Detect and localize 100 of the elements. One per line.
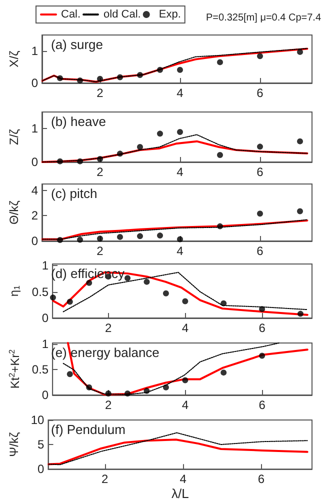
y-tick-label: 0 [31, 76, 38, 90]
legend-label: Exp. [158, 8, 181, 20]
point [117, 234, 123, 240]
point [66, 371, 73, 378]
x-tick-label: 6 [258, 472, 265, 486]
x-tick-label: 6 [256, 86, 264, 100]
point [77, 77, 83, 84]
x-tick-label: 6 [258, 398, 266, 412]
point [297, 138, 303, 144]
point [217, 223, 223, 230]
text: P=0.325[m] μ=0.4 Cp=7.4 [206, 12, 322, 24]
x-tick-label: 4 [176, 86, 184, 100]
point [124, 390, 131, 396]
point [177, 129, 183, 135]
x-tick-label: 6 [256, 244, 264, 258]
point [137, 233, 143, 240]
point [117, 74, 123, 80]
point [57, 236, 63, 243]
line-series [66, 342, 308, 396]
point [220, 300, 227, 306]
y-axis-title: Θ/kζ [7, 200, 21, 224]
annotation: (c) pitch [51, 186, 98, 201]
point [259, 306, 266, 312]
point [157, 66, 163, 73]
point [162, 384, 169, 390]
point [124, 275, 131, 282]
y-axis-title: Z/ζ [7, 128, 21, 145]
y-tick-label: 0 [38, 462, 45, 476]
y-tick-label: 0 [42, 388, 49, 402]
point [259, 352, 266, 359]
point [157, 130, 163, 137]
point [86, 384, 92, 390]
point [97, 76, 103, 82]
point [257, 53, 263, 60]
x-tick-label: 4 [182, 398, 189, 412]
point [97, 156, 103, 162]
x-tick-label: 4 [182, 321, 189, 335]
x-tick-label: 2 [96, 86, 104, 100]
x-tick-label: 2 [104, 321, 112, 335]
y-tick-label: 1 [42, 258, 49, 273]
point [220, 370, 227, 376]
point [162, 290, 169, 296]
y-tick-label: 0.5 [32, 284, 49, 299]
line-series [41, 140, 308, 163]
point [257, 210, 263, 217]
point [137, 72, 143, 78]
point [217, 152, 223, 158]
y-tick-label: 1 [31, 44, 38, 58]
legend-label: old Cal. [104, 8, 141, 20]
y-tick-label: 0 [31, 155, 38, 169]
point [77, 236, 83, 243]
point [297, 310, 304, 317]
point [57, 158, 63, 164]
point [257, 144, 263, 150]
point [157, 232, 163, 239]
point [66, 298, 73, 305]
point [297, 48, 303, 55]
y-axis-title: Kt2+Kr2 [8, 348, 22, 389]
point [57, 75, 63, 82]
y-tick-label: 10 [30, 413, 45, 427]
point [177, 66, 183, 73]
point [105, 390, 112, 396]
annotation: (a) surge [51, 37, 104, 52]
point [144, 388, 150, 394]
x-tick-label: 2 [96, 165, 104, 179]
point [117, 150, 123, 157]
point [217, 59, 223, 66]
point [297, 208, 303, 214]
x-tick-label: 4 [176, 244, 184, 258]
y-axis-title: X/ζ [7, 50, 21, 68]
point [144, 278, 150, 285]
annotation: (f) Pendulum [51, 422, 126, 437]
y-tick-label: 0 [42, 311, 49, 325]
y-tick-label: 0 [31, 234, 38, 248]
x-tick-label: 2 [102, 472, 109, 486]
point [137, 144, 143, 150]
point [182, 298, 188, 304]
y-axis-title: Ψ/kζ [7, 432, 21, 457]
x-tick-label: 4 [176, 165, 184, 179]
y-tick-label: 1 [42, 337, 49, 352]
y-axis-title: η1 [7, 284, 22, 297]
point [77, 158, 83, 164]
point [182, 377, 188, 384]
x-tick-label: 2 [96, 244, 104, 258]
annotation: (b) heave [51, 114, 106, 129]
y-tick-label: 1 [31, 122, 38, 136]
y-tick-label: 2 [31, 208, 38, 223]
x-tick-label: 2 [104, 398, 112, 412]
x-tick-label: 6 [258, 321, 266, 335]
x-axis-title: λ/L [171, 486, 189, 500]
x-tick-label: 4 [180, 472, 187, 486]
point [50, 294, 56, 301]
point [177, 236, 183, 242]
y-tick-label: 0.5 [32, 362, 49, 377]
line-series [48, 438, 308, 466]
y-tick-label: 5 [38, 438, 45, 452]
y-tick-label: 4 [31, 183, 38, 198]
point [97, 236, 103, 242]
legend-label: Cal. [61, 8, 81, 20]
x-tick-label: 6 [256, 165, 264, 179]
